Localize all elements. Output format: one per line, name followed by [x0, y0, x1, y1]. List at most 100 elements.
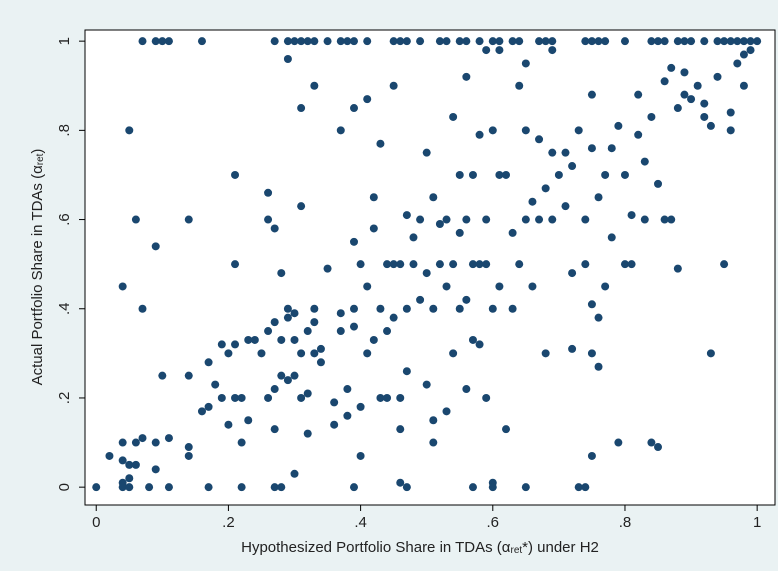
point: [581, 260, 590, 269]
point: [211, 380, 220, 389]
point: [574, 483, 583, 492]
point: [396, 478, 405, 487]
point: [244, 335, 253, 344]
point: [204, 402, 213, 411]
point: [667, 63, 676, 72]
point: [402, 304, 411, 313]
point: [502, 170, 511, 179]
point: [601, 170, 610, 179]
point: [495, 46, 504, 55]
point: [449, 260, 458, 269]
point: [105, 451, 114, 460]
point: [389, 260, 398, 269]
point: [323, 264, 332, 273]
point: [482, 393, 491, 402]
point: [587, 300, 596, 309]
point: [310, 81, 319, 90]
point: [231, 170, 240, 179]
point: [654, 37, 663, 46]
x-tick-label: 0: [92, 514, 100, 531]
point: [389, 313, 398, 322]
point: [660, 37, 669, 46]
point: [554, 170, 563, 179]
point: [197, 37, 206, 46]
point: [468, 483, 477, 492]
y-tick-label: .8: [56, 124, 73, 137]
point: [488, 483, 497, 492]
point: [449, 349, 458, 358]
point: [614, 438, 623, 447]
point: [739, 37, 748, 46]
point: [587, 37, 596, 46]
point: [488, 37, 497, 46]
point: [158, 37, 167, 46]
point: [488, 304, 497, 313]
point: [151, 242, 160, 251]
point: [270, 224, 279, 233]
point: [455, 304, 464, 313]
y-tick-label: .6: [56, 213, 73, 226]
point: [680, 37, 689, 46]
y-tick-label: .4: [56, 302, 73, 315]
point: [118, 483, 127, 492]
point: [720, 260, 729, 269]
point: [151, 37, 160, 46]
point: [283, 54, 292, 63]
point: [204, 358, 213, 367]
point: [673, 104, 682, 113]
point: [131, 215, 140, 224]
point: [720, 37, 729, 46]
y-axis-title-subscript: ret: [35, 153, 46, 165]
point: [336, 309, 345, 318]
point: [310, 37, 319, 46]
point: [416, 215, 425, 224]
point: [422, 380, 431, 389]
point: [257, 349, 266, 358]
point: [376, 139, 385, 148]
point: [594, 313, 603, 322]
point: [475, 130, 484, 139]
point: [521, 126, 530, 135]
point: [158, 371, 167, 380]
point: [508, 304, 517, 313]
point: [541, 37, 550, 46]
point: [316, 344, 325, 353]
y-axis-title-text: Actual Portfolio Share in TDAs (α: [29, 165, 46, 385]
point: [706, 121, 715, 130]
point: [568, 269, 577, 278]
plot-area: [84, 29, 776, 506]
point: [435, 37, 444, 46]
point: [310, 318, 319, 327]
point: [733, 37, 742, 46]
point: [435, 220, 444, 229]
point: [402, 367, 411, 376]
point: [396, 425, 405, 434]
point: [118, 438, 127, 447]
point: [145, 483, 154, 492]
point: [581, 215, 590, 224]
point: [442, 282, 451, 291]
point: [739, 81, 748, 90]
point: [673, 264, 682, 273]
x-axis-title-suffix: *) under H2: [522, 539, 599, 556]
point: [726, 37, 735, 46]
point: [687, 37, 696, 46]
point: [521, 59, 530, 68]
point: [495, 170, 504, 179]
point: [396, 37, 405, 46]
point: [587, 349, 596, 358]
point: [396, 260, 405, 269]
point: [231, 260, 240, 269]
point: [277, 483, 286, 492]
point: [237, 483, 246, 492]
x-tick-label: .4: [354, 514, 367, 531]
point: [482, 215, 491, 224]
point: [468, 335, 477, 344]
point: [455, 170, 464, 179]
point: [389, 81, 398, 90]
point: [264, 393, 273, 402]
point: [164, 483, 173, 492]
point: [548, 215, 557, 224]
point: [270, 37, 279, 46]
point: [620, 37, 629, 46]
